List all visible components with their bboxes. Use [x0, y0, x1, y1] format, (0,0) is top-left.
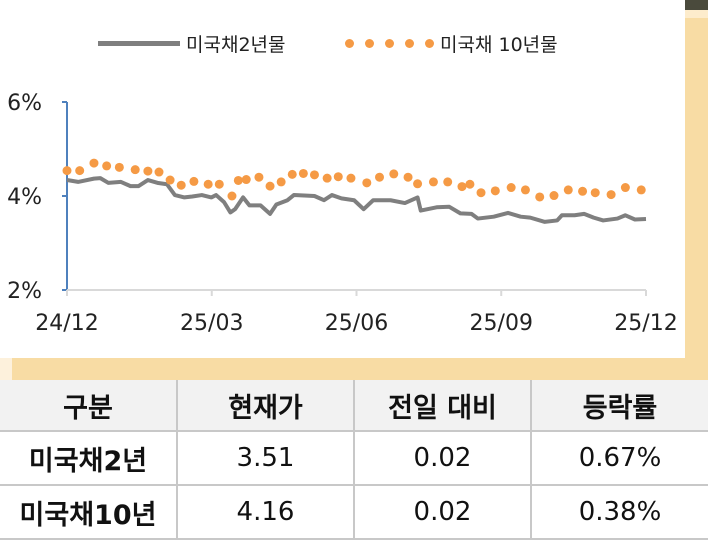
data-point-10y [346, 173, 356, 183]
decorative-corner [685, 0, 708, 10]
decorative-bottom-border [12, 358, 708, 380]
data-point-10y [549, 191, 559, 201]
y-tick-label: 4% [7, 185, 42, 210]
x-tick-label: 24/12 [35, 311, 98, 336]
legend-dots-swatch [345, 39, 434, 48]
header-change: 전일 대비 [353, 380, 532, 432]
yield-table: 구분 현재가 전일 대비 등락률 미국채2년 3.51 0.02 0.67% 미… [0, 380, 708, 540]
data-point-10y [403, 172, 413, 182]
row-rate: 0.67% [530, 430, 708, 486]
row-name: 미국채10년 [0, 484, 178, 540]
x-tick-label: 25/06 [325, 311, 388, 336]
data-point-10y [62, 166, 72, 176]
table-row: 미국채2년 3.51 0.02 0.67% [0, 430, 708, 486]
data-point-10y [154, 167, 164, 177]
row-price: 3.51 [176, 430, 355, 486]
data-point-10y [214, 179, 224, 189]
data-point-10y [457, 182, 467, 192]
y-tick-label: 2% [7, 279, 42, 304]
header-rate: 등락률 [530, 380, 708, 432]
data-point-10y [102, 161, 112, 171]
data-point-10y [375, 172, 385, 182]
header-price: 현재가 [176, 380, 355, 432]
data-point-10y [276, 177, 286, 187]
data-point-10y [535, 192, 545, 202]
data-point-10y [189, 176, 199, 186]
data-point-10y [590, 188, 600, 198]
data-point-10y [203, 179, 213, 189]
data-point-10y [176, 180, 186, 190]
data-point-10y [413, 179, 423, 189]
legend-label: 미국채 10년물 [440, 34, 558, 56]
data-point-10y [465, 179, 475, 189]
x-tick-label: 25/09 [470, 311, 533, 336]
line-chart: 2% 4% 6% 24/12 25/03 25/06 25/09 25/12 [7, 91, 678, 336]
data-point-10y [241, 175, 251, 185]
data-point-10y [578, 186, 588, 196]
row-change: 0.02 [353, 484, 532, 540]
table-row: 미국채10년 4.16 0.02 0.38% [0, 484, 708, 540]
data-point-10y [227, 191, 237, 201]
data-point-10y [322, 173, 332, 183]
legend-item-10y: 미국채 10년물 [345, 30, 558, 57]
x-tick-label: 25/12 [614, 311, 677, 336]
data-point-10y [506, 183, 516, 193]
legend-label: 미국채2년물 [186, 34, 286, 56]
decorative-bottom-left [0, 358, 12, 380]
data-point-10y [362, 178, 372, 188]
data-point-10y [389, 169, 399, 179]
data-point-10y [606, 190, 616, 200]
data-point-10y [520, 185, 530, 195]
data-point-10y [428, 177, 438, 187]
header-category: 구분 [0, 380, 178, 432]
data-point-10y [620, 183, 630, 193]
data-point-10y [287, 169, 297, 179]
data-point-10y [254, 172, 264, 182]
row-price: 4.16 [176, 484, 355, 540]
data-point-10y [443, 177, 453, 187]
data-point-10y [89, 158, 99, 168]
decorative-right-border [685, 0, 708, 380]
data-point-10y [75, 166, 85, 176]
legend-line-swatch [98, 41, 180, 46]
data-point-10y [490, 186, 500, 196]
data-point-10y [233, 175, 243, 185]
data-point-10y [563, 185, 573, 195]
row-rate: 0.38% [530, 484, 708, 540]
x-tick-label: 25/03 [180, 311, 243, 336]
legend-item-2y: 미국채2년물 [98, 30, 286, 57]
data-point-10y [636, 185, 646, 195]
data-point-10y [309, 170, 319, 180]
data-point-10y [165, 175, 175, 185]
y-tick-label: 6% [7, 91, 42, 116]
data-point-10y [476, 188, 486, 198]
row-change: 0.02 [353, 430, 532, 486]
series-line-2y [66, 176, 647, 224]
decorative-corner-light [685, 10, 708, 18]
data-point-10y [143, 166, 153, 176]
data-point-10y [333, 172, 343, 182]
table-header-row: 구분 현재가 전일 대비 등락률 [0, 380, 708, 432]
data-point-10y [130, 165, 140, 175]
data-point-10y [265, 181, 275, 191]
row-name: 미국채2년 [0, 430, 178, 486]
data-point-10y [298, 168, 308, 178]
data-point-10y [114, 162, 124, 172]
